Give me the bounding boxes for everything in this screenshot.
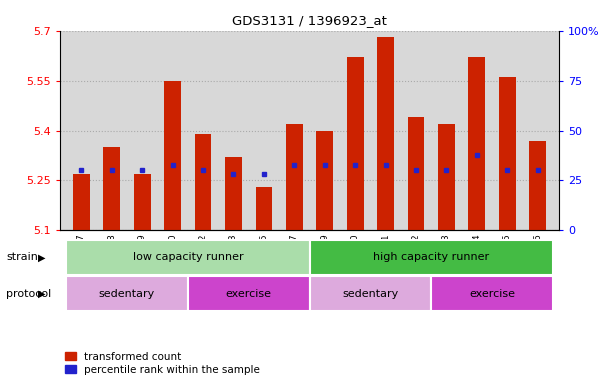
Text: high capacity runner: high capacity runner <box>373 252 489 262</box>
Bar <box>164 81 181 230</box>
Bar <box>225 157 242 230</box>
Bar <box>347 57 364 230</box>
Bar <box>377 37 394 230</box>
Bar <box>195 134 212 230</box>
Text: sedentary: sedentary <box>99 289 155 299</box>
Bar <box>66 240 310 275</box>
Bar <box>103 147 120 230</box>
Bar <box>438 124 455 230</box>
Text: ▶: ▶ <box>38 252 46 262</box>
Bar <box>407 117 424 230</box>
Bar <box>529 141 546 230</box>
Bar <box>134 174 151 230</box>
Text: sedentary: sedentary <box>342 289 398 299</box>
Text: protocol: protocol <box>6 289 51 299</box>
Bar <box>310 240 553 275</box>
Text: exercise: exercise <box>226 289 272 299</box>
Text: strain: strain <box>6 252 38 262</box>
Legend: transformed count, percentile rank within the sample: transformed count, percentile rank withi… <box>66 352 260 375</box>
Bar <box>286 124 303 230</box>
Bar <box>73 174 90 230</box>
Bar <box>431 276 553 311</box>
Text: ▶: ▶ <box>38 289 46 299</box>
Bar <box>66 276 188 311</box>
Bar <box>188 276 310 311</box>
Title: GDS3131 / 1396923_at: GDS3131 / 1396923_at <box>232 14 387 27</box>
Text: low capacity runner: low capacity runner <box>133 252 243 262</box>
Bar <box>316 131 333 230</box>
Bar <box>468 57 485 230</box>
Bar <box>255 187 272 230</box>
Bar <box>499 77 516 230</box>
Text: exercise: exercise <box>469 289 515 299</box>
Bar <box>310 276 431 311</box>
